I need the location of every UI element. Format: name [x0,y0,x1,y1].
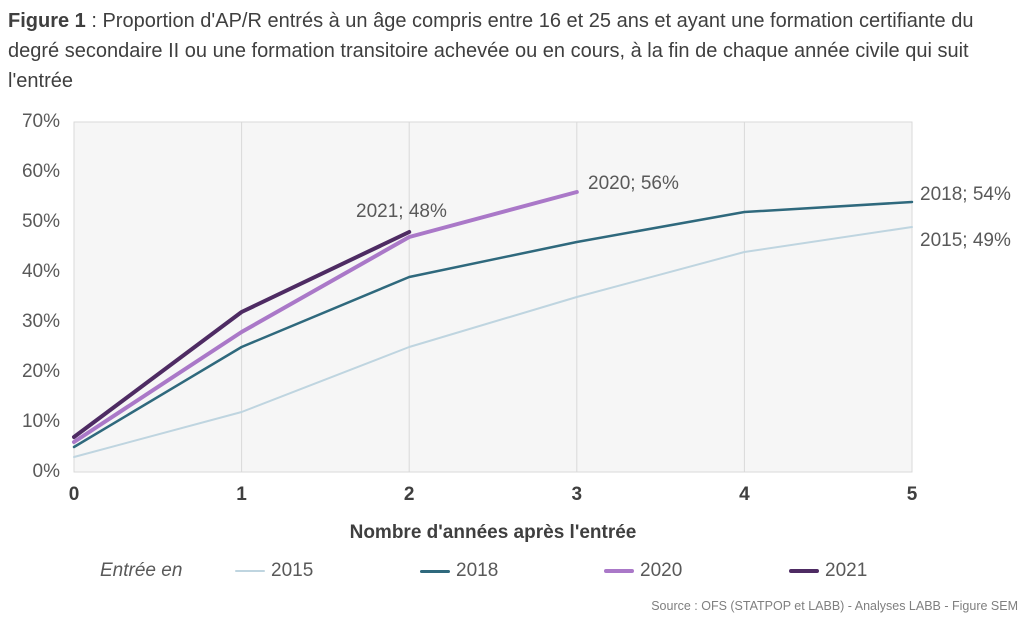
y-tick-label: 70% [21,111,60,132]
x-tick-label: 0 [68,484,80,505]
y-tick-label: 10% [21,411,60,432]
legend-label-2020: 2020 [640,560,683,581]
source-note: Source : OFS (STATPOP et LABB) - Analyse… [651,599,1018,613]
figure-title-text: : Proportion d'AP/R entrés à un âge comp… [8,10,974,92]
y-tick-label: 20% [21,361,60,382]
y-tick-label: 0% [32,461,60,482]
legend-line-swatch-2021-icon [789,569,819,573]
legend-title: Entrée en [100,560,183,581]
y-tick-label: 50% [21,211,60,232]
data-label-2020: 2020; 56% [588,173,679,194]
x-tick-label: 2 [403,484,415,505]
x-tick-label: 1 [236,484,247,505]
x-tick-label: 5 [906,484,918,505]
y-tick-label: 30% [21,311,60,332]
legend-line-swatch-2020-icon [604,569,634,573]
figure-title: Figure 1 : Proportion d'AP/R entrés à un… [8,6,1012,96]
y-tick-label: 40% [21,261,60,282]
data-label-2021: 2021; 48% [356,201,447,222]
legend-line-swatch-2018-icon [420,569,450,573]
data-label-2015: 2015; 49% [920,230,1011,251]
y-tick-label: 60% [21,161,60,182]
legend-item-2021: 2021 [789,559,867,583]
x-tick-label: 3 [571,484,583,505]
x-tick-label: 4 [739,484,750,505]
data-label-2018: 2018; 54% [920,184,1011,205]
x-axis-title: Nombre d'années après l'entrée [349,522,637,543]
legend-item-2020: 2020 [604,559,682,583]
figure-title-prefix: Figure 1 [8,10,86,32]
legend-line-swatch-2015-icon [235,570,265,572]
legend-label-2018: 2018 [456,560,499,581]
legend-label-2015: 2015 [271,560,314,581]
legend-label-2021: 2021 [825,560,868,581]
legend-item-2015: 2015 [235,559,313,583]
legend-item-2018: 2018 [420,559,498,583]
